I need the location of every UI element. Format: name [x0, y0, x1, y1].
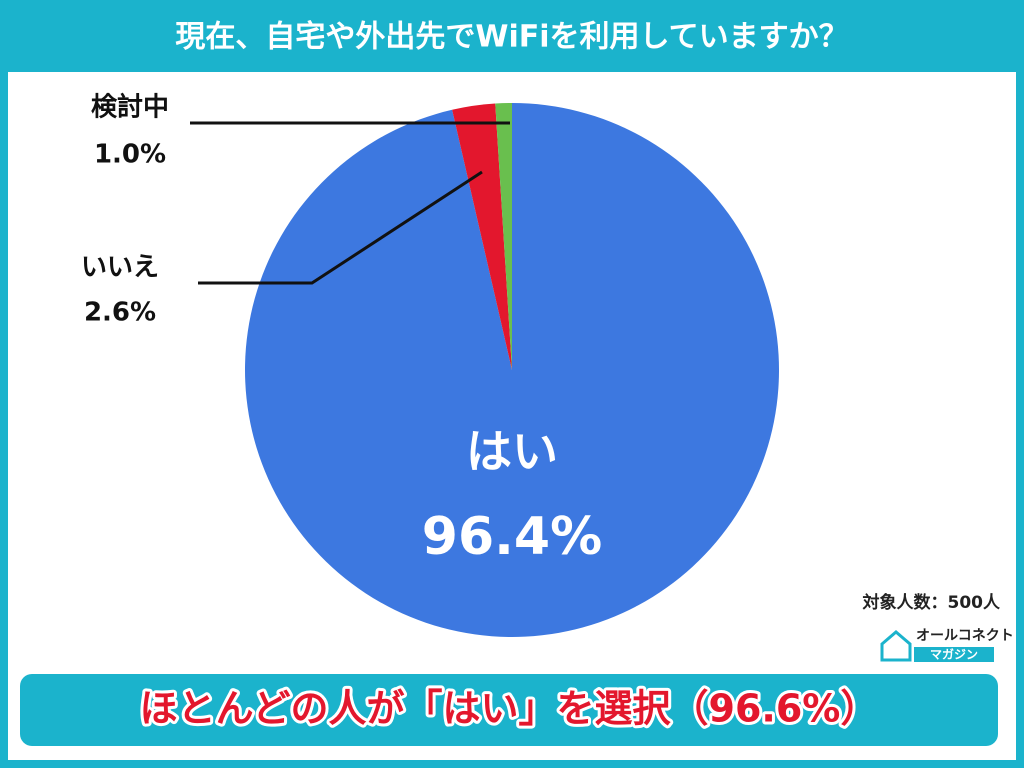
value-label: 96.4%: [422, 507, 602, 567]
pie-slice: [495, 103, 512, 370]
chart-title: 現在、自宅や外出先でWiFiを利用していますか？: [175, 20, 848, 55]
logo: オールコネクト マガジン: [880, 628, 1014, 662]
logo-icon: [880, 630, 912, 662]
leader-line: [198, 170, 483, 285]
logo-badge: [914, 647, 994, 662]
logo-text: オールコネクト: [916, 628, 1014, 644]
slice-label: 検討中: [91, 92, 169, 123]
value-label: 2.6%: [84, 298, 156, 328]
value-label: 1.0%: [94, 140, 166, 170]
pie-slice: [452, 103, 512, 371]
banner-box: [20, 674, 998, 746]
labels: はい 96.4% いいえ 2.6% 検討中 1.0%: [81, 92, 602, 568]
banner: ほとんどの人が「はい」を選択（96.6%）: [140, 687, 879, 731]
logo-text: マガジン: [930, 647, 978, 662]
note: 対象人数：500人: [862, 592, 1001, 613]
pie: [244, 103, 779, 637]
slice-label: はい: [466, 425, 558, 479]
slice-label: いいえ: [81, 253, 159, 283]
